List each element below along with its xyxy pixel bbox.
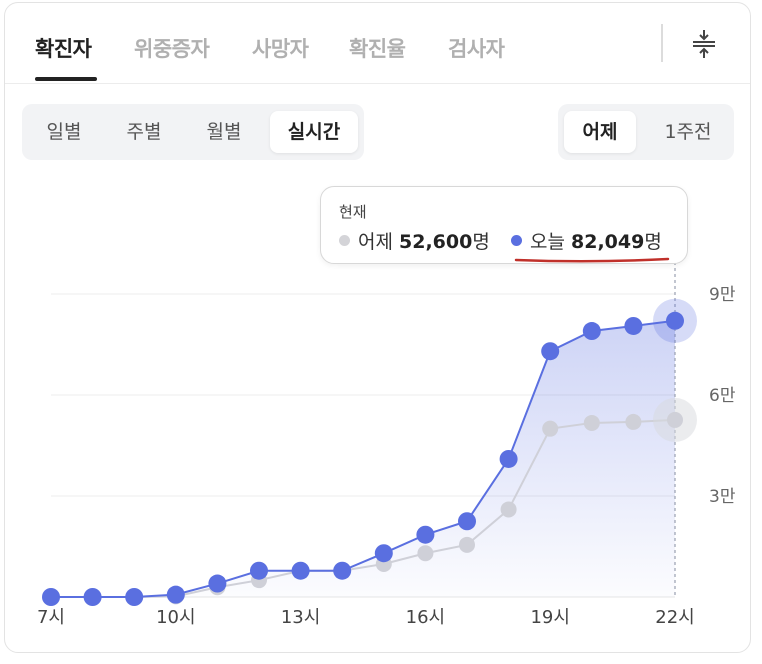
today-point — [458, 512, 476, 531]
category-tabs: 확진자 위중증자 사망자 확진율 검사자 — [5, 3, 750, 84]
tab-tested[interactable]: 검사자 — [448, 37, 505, 61]
tooltip-yesterday-value: 52,600 — [399, 231, 473, 253]
today-line — [51, 319, 676, 598]
today-point — [499, 449, 518, 468]
tooltip-title: 현재 — [339, 203, 367, 221]
today-point — [666, 311, 684, 330]
chart-tooltip: 현재 어제 52,600명 오늘 82,049명 — [320, 186, 688, 264]
today-point — [416, 525, 435, 544]
yesterday-point — [417, 545, 434, 562]
y-tick-label: 3만 — [709, 487, 736, 507]
y-tick-label: 6만 — [709, 386, 736, 406]
tooltip-yesterday-label: 어제 — [358, 231, 393, 253]
compare-lastweek-button[interactable]: 1주전 — [664, 121, 712, 143]
x-tick-label: 13시 — [281, 607, 320, 628]
period-selector: 일별 주별 월별 실시간 — [22, 104, 364, 160]
period-monthly-button[interactable]: 월별 — [206, 121, 242, 143]
today-point — [582, 322, 601, 341]
tooltip-today: 오늘 82,049명 — [511, 227, 662, 254]
today-point — [83, 588, 102, 606]
yesterday-point — [667, 411, 683, 428]
tab-critical[interactable]: 위중증자 — [134, 37, 210, 61]
yesterday-point — [542, 420, 559, 437]
today-point — [208, 574, 227, 593]
today-point — [125, 588, 144, 606]
tooltip-yesterday: 어제 52,600명 — [339, 227, 490, 254]
active-tab-indicator — [35, 77, 97, 81]
period-weekly-button[interactable]: 주별 — [126, 121, 162, 143]
today-point — [166, 585, 185, 604]
y-tick-label: 9만 — [709, 285, 736, 305]
period-daily-button[interactable]: 일별 — [46, 121, 82, 143]
tab-deaths[interactable]: 사망자 — [252, 37, 309, 61]
today-legend-dot — [511, 235, 522, 246]
compare-yesterday-button[interactable]: 어제 — [564, 111, 636, 153]
today-point — [250, 561, 268, 580]
today-point — [291, 561, 310, 580]
tab-positive-rate[interactable]: 확진율 — [349, 37, 406, 61]
tooltip-today-value: 82,049 — [571, 231, 645, 253]
x-tick-label: 10시 — [156, 607, 195, 628]
highlight-underline — [514, 257, 670, 263]
today-area — [51, 320, 675, 597]
yesterday-point — [459, 536, 475, 553]
adjust-icon[interactable] — [691, 29, 717, 59]
x-tick-label: 7시 — [37, 607, 65, 628]
tab-confirmed[interactable]: 확진자 — [35, 37, 92, 61]
yesterday-legend-dot — [339, 235, 350, 246]
today-point — [624, 316, 643, 335]
tooltip-today-unit: 명 — [644, 231, 662, 253]
period-realtime-button[interactable]: 실시간 — [270, 111, 358, 153]
yesterday-point — [500, 501, 517, 518]
x-tick-label: 19시 — [530, 607, 569, 628]
today-point — [374, 544, 393, 563]
tooltip-today-label: 오늘 — [530, 231, 565, 253]
x-tick-label: 22시 — [655, 607, 694, 628]
yesterday-point — [625, 413, 642, 430]
compare-selector: 어제 1주전 — [558, 104, 734, 160]
x-tick-label: 16시 — [406, 607, 445, 628]
tooltip-yesterday-unit: 명 — [472, 231, 490, 253]
today-point — [42, 588, 60, 606]
yesterday-point — [583, 414, 600, 431]
divider — [661, 24, 663, 62]
today-point — [541, 342, 560, 361]
today-point — [333, 561, 352, 580]
